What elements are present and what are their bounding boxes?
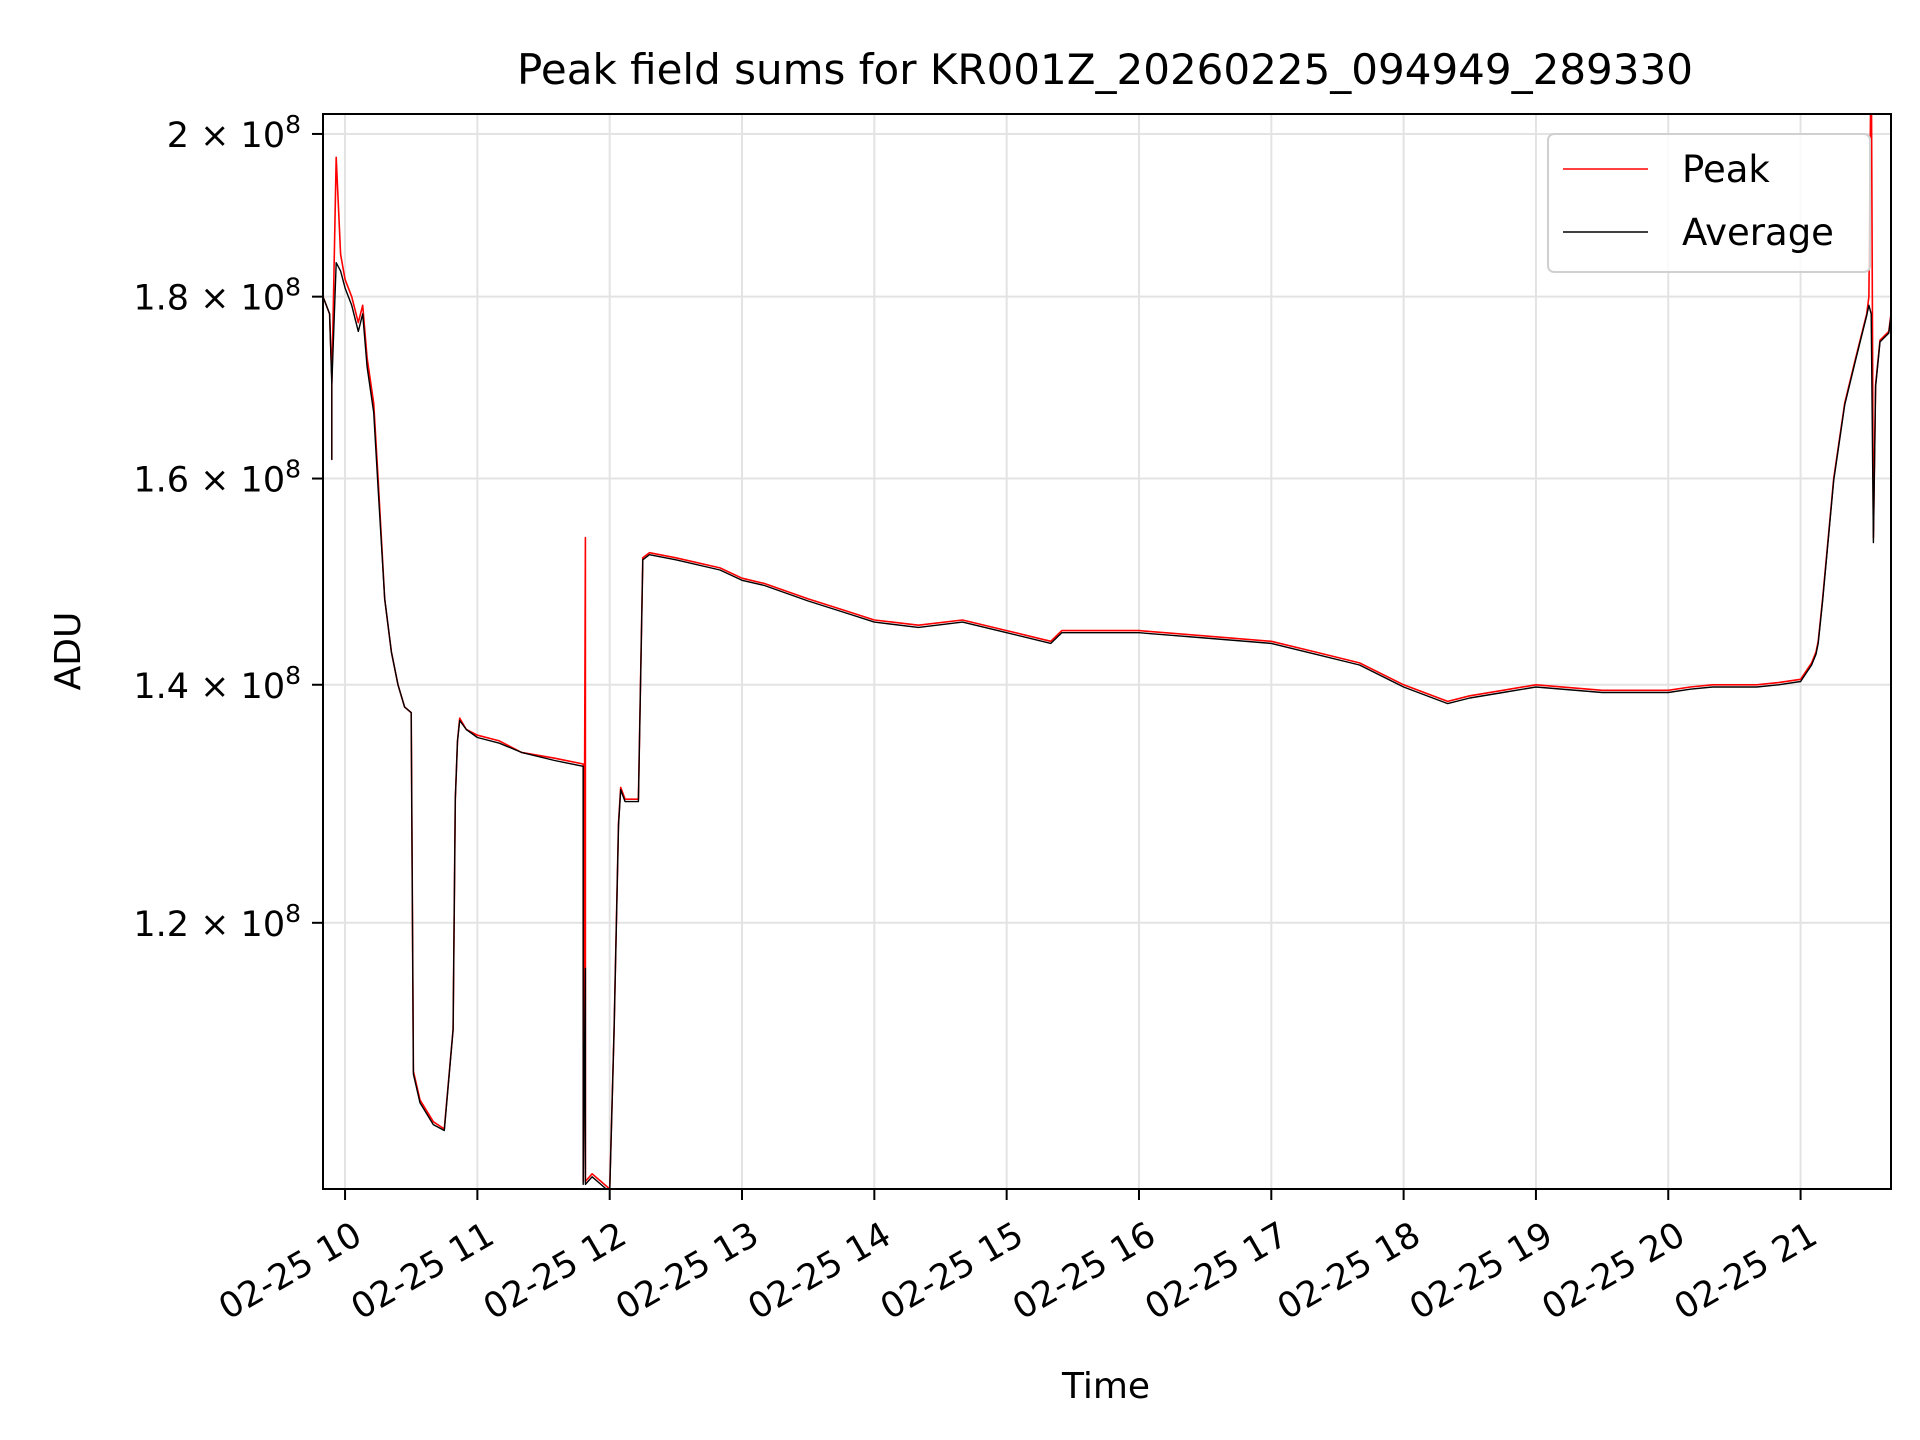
- series-layer: [323, 114, 1891, 1189]
- y-tick-label: 2 × 108: [167, 110, 301, 156]
- plot-frame: [322, 113, 1892, 1190]
- legend: Peak Average: [1547, 133, 1871, 273]
- legend-label-average: Average: [1682, 211, 1834, 254]
- y-tick-label: 1.8 × 108: [133, 273, 301, 319]
- y-tick-label: 1.6 × 108: [133, 455, 301, 501]
- legend-label-peak: Peak: [1682, 148, 1770, 191]
- grid: [323, 114, 1891, 1189]
- y-axis: 1.2 × 108 1.4 × 108 1.6 × 108 1.8 × 108 2 × …: [133, 110, 323, 945]
- series-line-average: [323, 262, 1891, 1189]
- chart-title: Peak field sums for KR001Z_20260225_0949…: [517, 45, 1693, 94]
- y-tick-label: 1.4 × 108: [133, 661, 301, 707]
- y-tick-label: 1.2 × 108: [133, 899, 301, 945]
- x-axis-label: Time: [1061, 1366, 1150, 1407]
- y-axis-label: ADU: [48, 612, 89, 691]
